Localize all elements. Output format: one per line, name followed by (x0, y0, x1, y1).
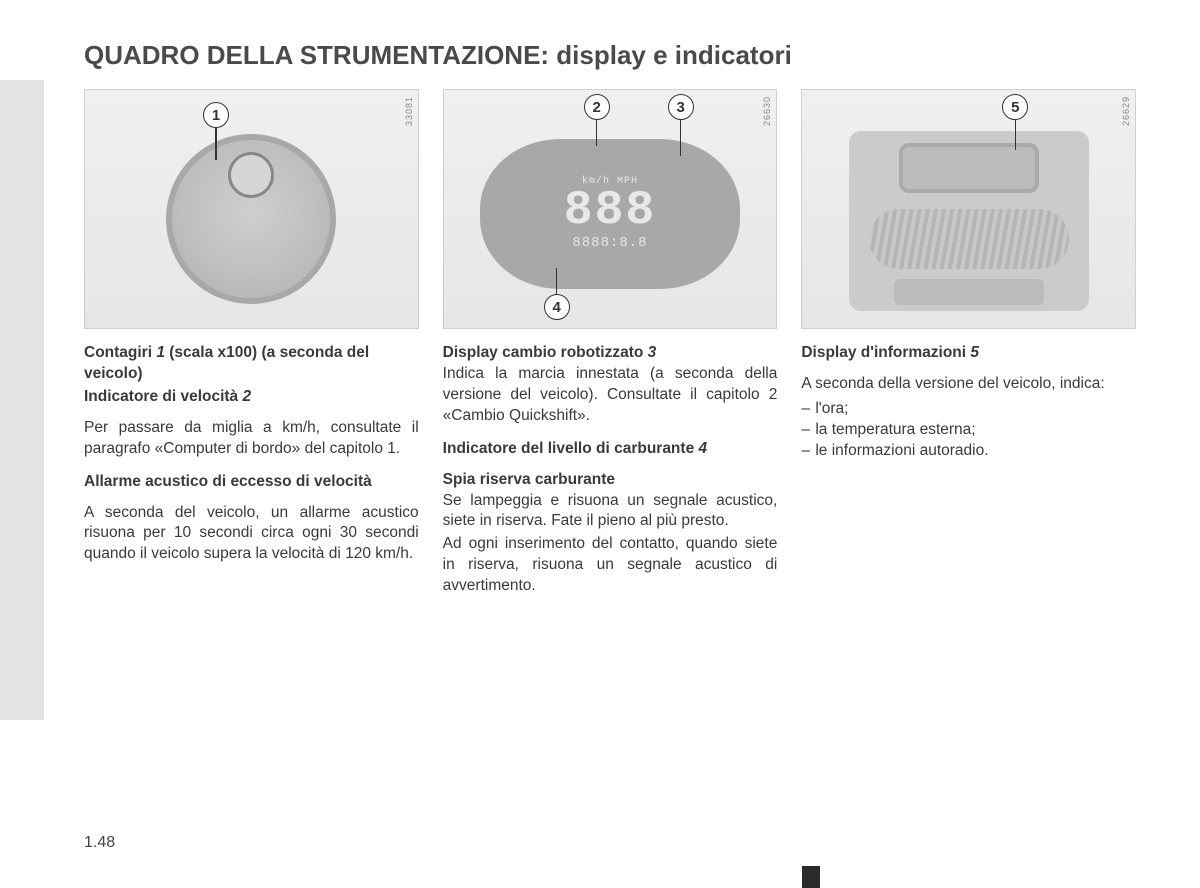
page-left-accent (0, 80, 44, 720)
page-title: QUADRO DELLA STRUMENTAZIONE: display e i… (84, 40, 1136, 71)
figure-steering-wheel: 33081 1 (84, 89, 419, 329)
col2-p2: Se lampeggia e risuona un segnale acusti… (443, 491, 778, 533)
col1-h3: Allarme acustico di eccesso di velocità (84, 472, 419, 493)
steering-wheel-art (166, 134, 336, 304)
callout-5: 5 (1002, 94, 1028, 150)
figure-code: 26630 (762, 96, 772, 126)
col2-text: Display cambio robotizzato 3 Indica la m… (443, 343, 778, 609)
col3-list: l'ora; la temperatura esterna; le inform… (801, 399, 1136, 462)
col1-p2: A seconda del veicolo, un allarme acusti… (84, 503, 419, 566)
h2-num: 4 (699, 440, 708, 457)
col2-h2: Indicatore del livello di carburante 4 (443, 439, 778, 460)
col1-h2: Indicatore di velocità 2 (84, 387, 419, 408)
callout-label: 2 (584, 94, 610, 120)
figure-code: 33081 (404, 96, 414, 126)
list-item: le informazioni autoradio. (801, 441, 1136, 462)
console-vents (869, 209, 1069, 269)
column-1: 33081 1 Contagiri 1 (scala x100) (a seco… (84, 89, 419, 609)
col3-p1: A seconda della versione del veicolo, in… (801, 374, 1136, 395)
callout-line (556, 268, 558, 294)
col1-text: Contagiri 1 (scala x100) (a seconda del … (84, 343, 419, 577)
callout-label: 3 (668, 94, 694, 120)
cluster-odometer-digits: 8888:8.8 (564, 235, 656, 251)
h1-num: 5 (970, 344, 979, 361)
callout-label: 1 (203, 102, 229, 128)
figure-center-console: 26629 5 (801, 89, 1136, 329)
callout-line (1015, 120, 1017, 150)
h1-text: Contagiri (84, 344, 156, 361)
page-number: 1.48 (84, 834, 115, 852)
h1-text: Display cambio robotizzato (443, 344, 648, 361)
col2-p1: Indica la marcia innestata (a seconda de… (443, 364, 778, 427)
callout-line (215, 128, 217, 160)
col2-h3: Spia riserva carburante (443, 470, 778, 491)
figure-instrument-cluster: 26630 km/h MPH 888 8888:8.8 2 3 4 (443, 89, 778, 329)
callout-line (680, 120, 682, 156)
col2-p3: Ad ogni inserimento del contatto, quando… (443, 534, 778, 597)
h1-num: 3 (648, 344, 657, 361)
callout-3: 3 (668, 94, 694, 156)
col1-h1: Contagiri 1 (scala x100) (a seconda del … (84, 343, 419, 385)
cluster-speed-digits: 888 (564, 187, 656, 235)
column-2: 26630 km/h MPH 888 8888:8.8 2 3 4 (443, 89, 778, 609)
console-screen (899, 143, 1039, 193)
callout-line (596, 120, 598, 146)
console-art (849, 131, 1089, 311)
col2-h1: Display cambio robotizzato 3 (443, 343, 778, 364)
cluster-art: km/h MPH 888 8888:8.8 (480, 139, 740, 289)
columns-container: 33081 1 Contagiri 1 (scala x100) (a seco… (84, 89, 1136, 609)
h2-text: Indicatore di velocità (84, 388, 243, 405)
callout-label: 5 (1002, 94, 1028, 120)
col1-p1: Per passare da miglia a km/h, consultate… (84, 418, 419, 460)
column-3: 26629 5 Display d'informazioni 5 A secon… (801, 89, 1136, 609)
h1-num: 1 (156, 344, 165, 361)
callout-4: 4 (544, 268, 570, 320)
callout-label: 4 (544, 294, 570, 320)
console-radio (894, 279, 1044, 305)
callout-2: 2 (584, 94, 610, 146)
footer-mark (802, 866, 820, 888)
col3-text: Display d'informazioni 5 A seconda della… (801, 343, 1136, 472)
h2-text: Indicatore del livello di carburante (443, 440, 699, 457)
list-item: l'ora; (801, 399, 1136, 420)
callout-1: 1 (203, 102, 229, 160)
col3-h1: Display d'informazioni 5 (801, 343, 1136, 364)
figure-code: 26629 (1121, 96, 1131, 126)
h1-text: Display d'informazioni (801, 344, 970, 361)
list-item: la temperatura esterna; (801, 420, 1136, 441)
h2-num: 2 (243, 388, 252, 405)
